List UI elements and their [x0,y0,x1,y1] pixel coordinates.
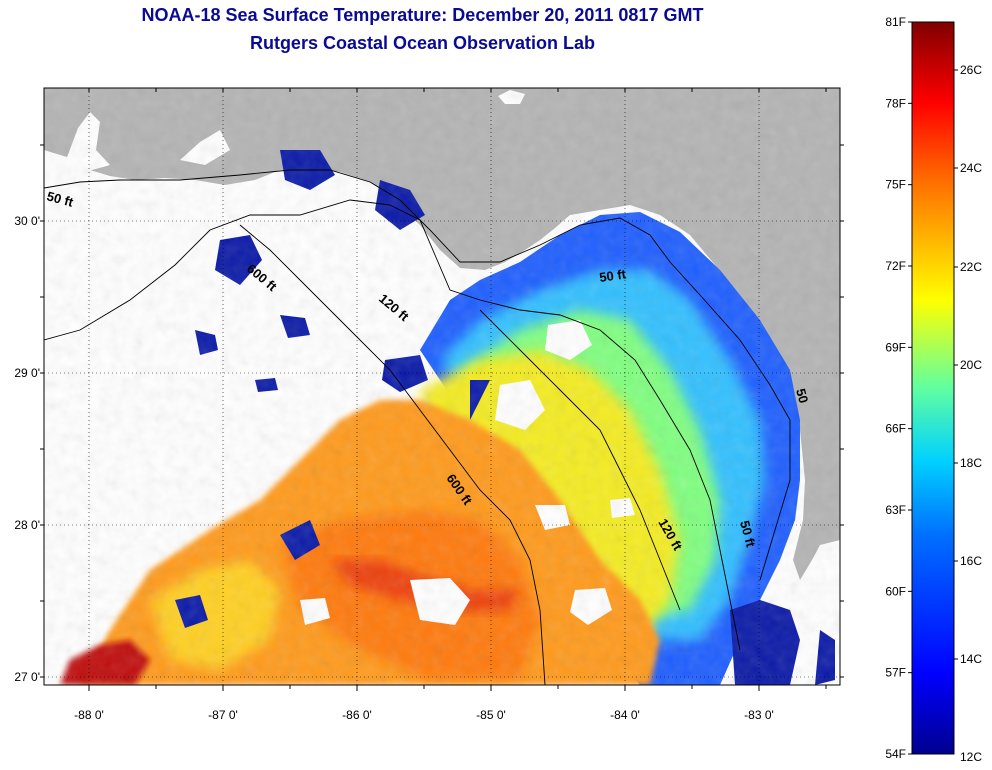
colorbar-c-label: 22C [960,260,982,274]
sst-texture [44,88,840,685]
map-title: NOAA-18 Sea Surface Temperature: Decembe… [141,5,704,25]
map-panel [44,88,840,685]
colorbar [911,21,955,755]
graticule [44,88,840,685]
lon-tick-label: -86 0' [342,708,372,722]
lat-tick-label: 28 0' [14,518,40,532]
map-subtitle: Rutgers Coastal Ocean Observation Lab [249,33,596,53]
colorbar-f-label: 72F [885,259,906,273]
colorbar-c-label: 14C [960,652,982,666]
colorbar-f-label: 54F [885,747,906,761]
lat-tick-label: 30 0' [14,214,40,228]
colorbar-c-label: 20C [960,358,982,372]
contour-label: 50 ft [598,266,627,285]
contour-label: 50 ft [737,519,759,549]
longitude-ticks: -88 0' -87 0' -86 0' -85 0' -84 0' -83 0' [74,88,827,722]
colorbar-f-label: 60F [885,584,906,598]
map-frame [43,87,841,686]
colorbar-c-label: 24C [960,161,982,175]
colorbar-celsius-labels: 26C 24C 22C 20C 18C 16C 14C 12C [954,63,982,764]
colorbar-f-label: 78F [885,96,906,110]
colorbar-f-label: 57F [885,666,906,680]
contour-labels: 50 ft 600 ft 120 ft 50 ft 600 ft 120 ft … [45,188,811,553]
lat-tick-label: 27 0' [14,670,40,684]
contour-label: 50 ft [45,188,75,210]
lon-tick-label: -88 0' [74,708,104,722]
contour-label: 50 [793,387,811,405]
colorbar-c-label: 12C [960,750,982,764]
colorbar-f-label: 75F [885,178,906,192]
colorbar-f-label: 66F [885,422,906,436]
colorbar-f-label: 81F [885,15,906,29]
colorbar-fahrenheit-labels: 81F 78F 75F 72F 69F 66F 63F 60F 57F 54F [885,15,912,761]
colorbar-f-label: 69F [885,340,906,354]
bathymetry-contours [44,169,791,685]
lon-tick-label: -87 0' [208,708,238,722]
lon-tick-label: -85 0' [476,708,506,722]
latitude-ticks: 27 0' 28 0' 29 0' 30 0' [14,144,844,684]
colorbar-c-label: 18C [960,456,982,470]
lon-tick-label: -84 0' [610,708,640,722]
lon-tick-label: -83 0' [744,708,774,722]
colorbar-c-label: 16C [960,554,982,568]
lat-tick-label: 29 0' [14,366,40,380]
colorbar-f-label: 63F [885,503,906,517]
colorbar-c-label: 26C [960,63,982,77]
